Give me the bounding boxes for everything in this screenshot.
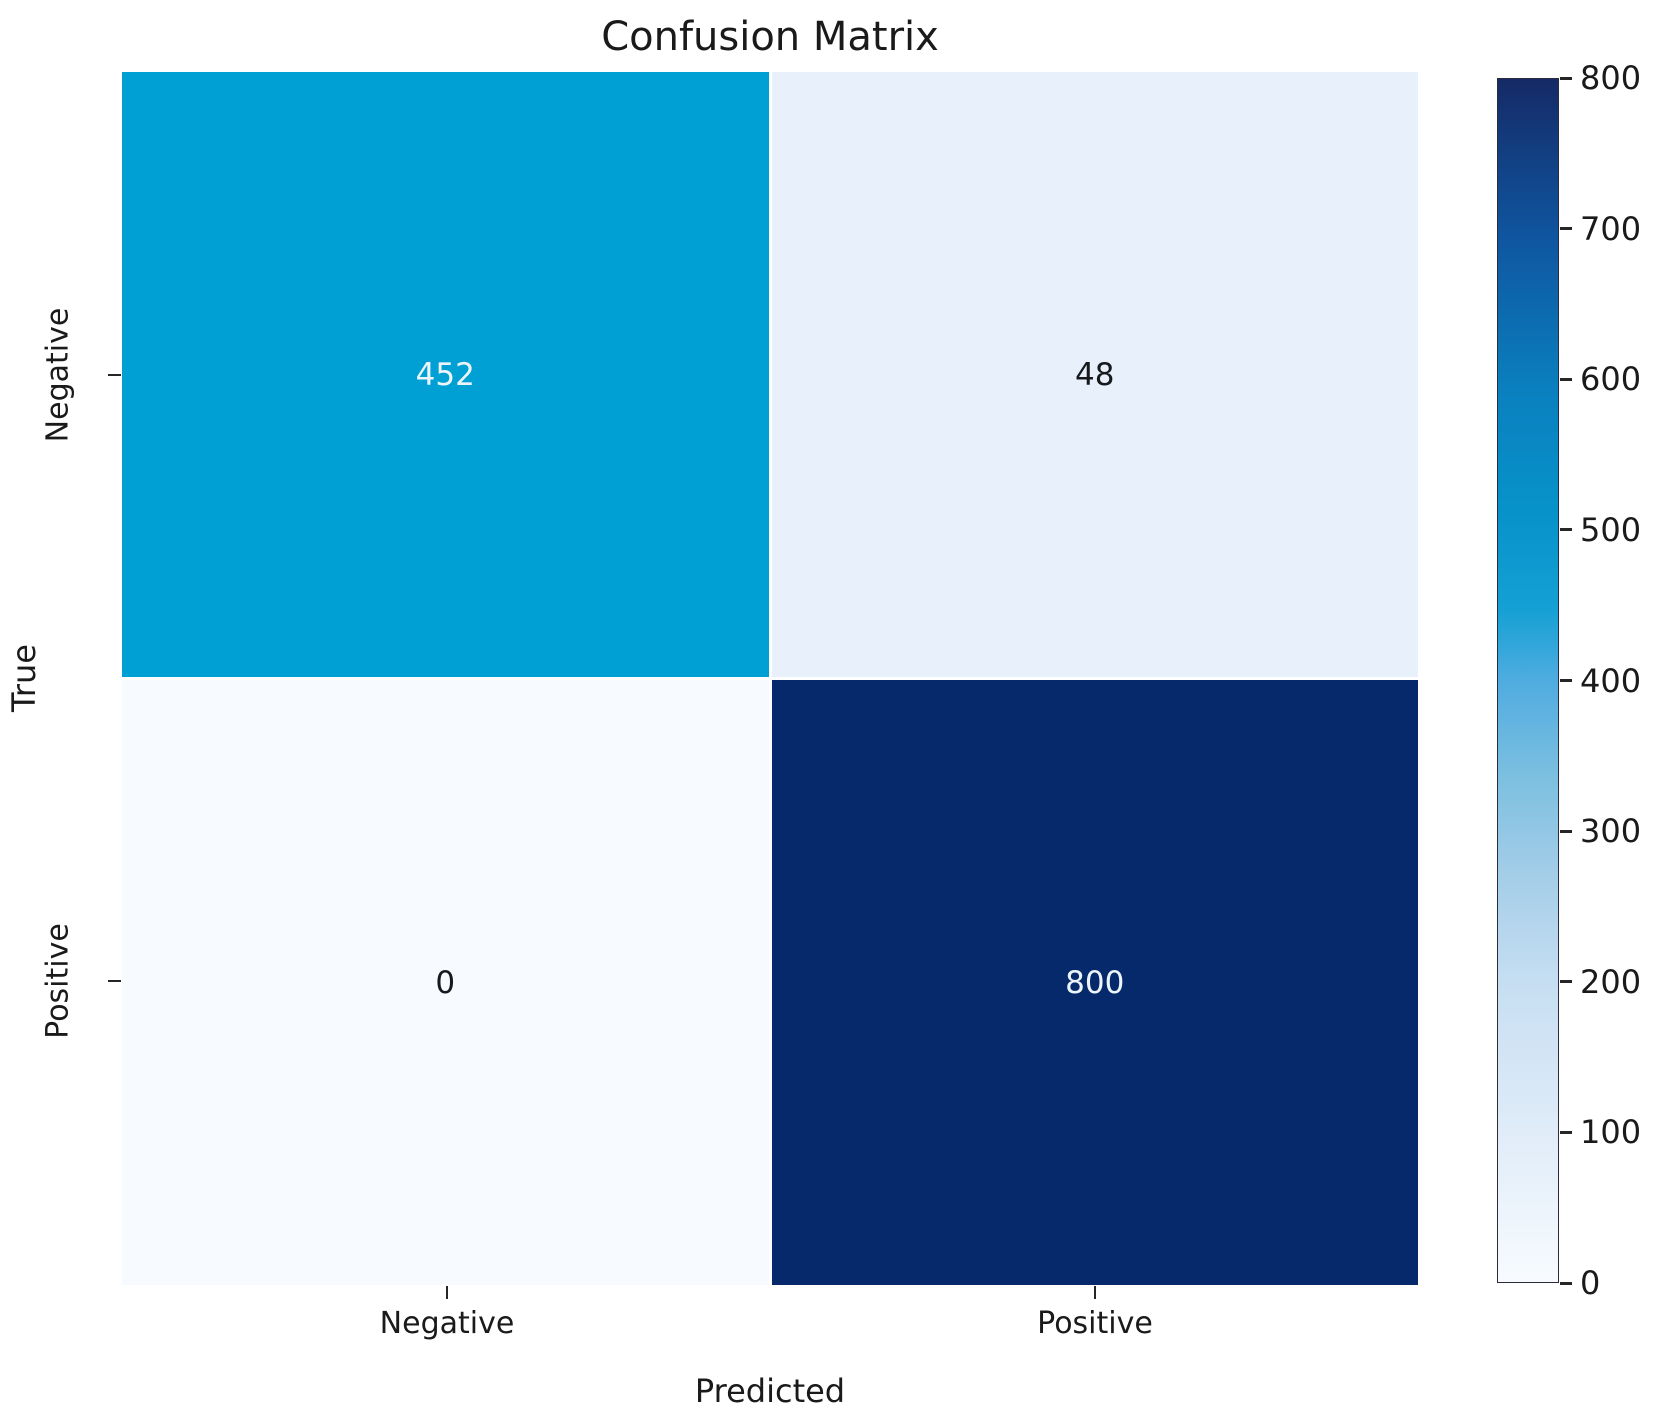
colorbar-ticks: 800 700 600 500 400 300 200 100	[1560, 59, 1665, 1302]
x-tick-mark-negative	[446, 1286, 448, 1299]
colorbar-tick-label: 700	[1580, 209, 1642, 248]
y-tick-label-positive: Positive	[40, 923, 76, 1039]
cell-value: 800	[1065, 964, 1125, 1001]
colorbar-tick-label: 400	[1580, 661, 1642, 700]
cell-value: 452	[415, 356, 475, 393]
heatmap-cell-true-negative-pred-negative: 452	[122, 72, 769, 677]
colorbar-tick-mark	[1560, 1281, 1572, 1285]
colorbar-tick-mark	[1560, 528, 1572, 532]
colorbar-tick-label: 600	[1580, 360, 1642, 399]
colorbar-tick-label: 800	[1580, 59, 1642, 97]
colorbar-tick: 500	[1560, 511, 1641, 549]
colorbar-tick: 0	[1560, 1264, 1600, 1302]
x-tick-label-positive: Positive	[1037, 1306, 1153, 1341]
colorbar-tick-mark	[1560, 227, 1572, 231]
x-tick-mark-positive	[1094, 1286, 1096, 1299]
x-axis-label: Predicted	[694, 1372, 846, 1410]
colorbar-tick: 700	[1560, 210, 1641, 248]
colorbar-tick-label: 0	[1580, 1264, 1601, 1302]
y-tick-mark-negative	[108, 374, 121, 376]
colorbar-tick-mark	[1560, 76, 1572, 80]
cell-value: 48	[1075, 356, 1115, 393]
colorbar-tick: 300	[1560, 812, 1641, 850]
colorbar-tick-label: 200	[1580, 962, 1642, 1001]
colorbar-tick: 400	[1560, 662, 1641, 700]
y-tick-mark-positive	[108, 980, 121, 982]
colorbar-tick-mark	[1560, 679, 1572, 682]
heatmap-cell-true-negative-pred-positive: 48	[771, 72, 1418, 677]
colorbar-tick: 200	[1560, 963, 1641, 1001]
colorbar-tick-label: 500	[1580, 510, 1642, 549]
colorbar-tick-label: 300	[1580, 812, 1642, 851]
colorbar-tick-mark	[1560, 829, 1572, 833]
colorbar	[1497, 78, 1559, 1283]
heatmap-cell-true-positive-pred-negative: 0	[122, 680, 769, 1285]
chart-title: Confusion Matrix	[601, 14, 939, 60]
y-tick-label-negative: Negative	[40, 307, 76, 443]
colorbar-tick-mark	[1560, 377, 1572, 381]
colorbar-tick: 100	[1560, 1113, 1641, 1151]
colorbar-tick: 600	[1560, 360, 1641, 398]
heatmap-cell-true-positive-pred-positive: 800	[771, 680, 1418, 1285]
colorbar-tick: 800	[1560, 59, 1641, 97]
cell-value: 0	[435, 964, 456, 1001]
colorbar-tick-mark	[1560, 1130, 1572, 1134]
colorbar-tick-mark	[1560, 980, 1572, 984]
y-axis-label: True	[5, 644, 43, 712]
heatmap-grid: 452 48 0 800	[122, 72, 1418, 1285]
x-tick-label-negative: Negative	[379, 1306, 515, 1341]
colorbar-tick-label: 100	[1580, 1113, 1642, 1152]
